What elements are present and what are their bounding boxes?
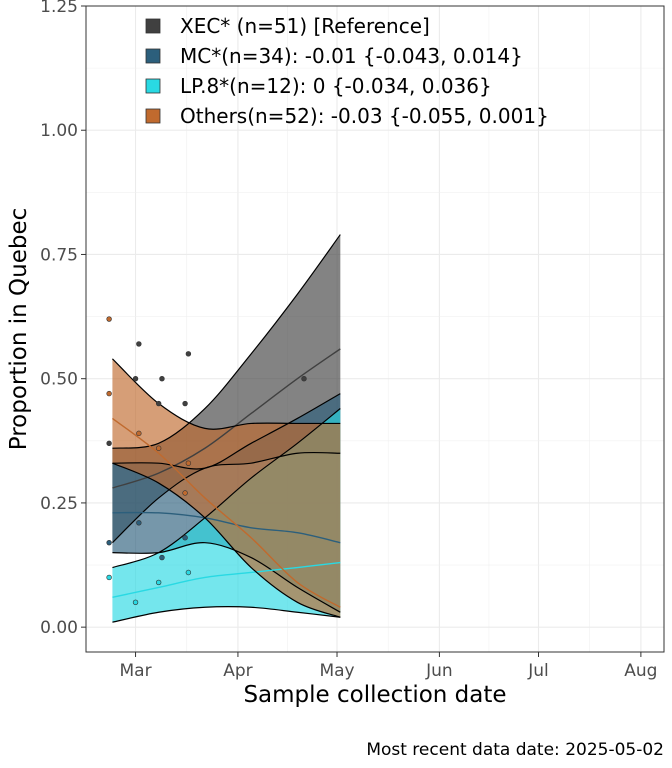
data-point	[132, 599, 139, 606]
y-tick-label: 0.75	[40, 245, 78, 265]
series-line-2	[112, 511, 341, 544]
lower-bound-line-1	[112, 451, 341, 544]
y-tick-label: 0.50	[40, 370, 78, 390]
x-tick-label: Aug	[624, 661, 657, 681]
data-point	[136, 341, 142, 347]
legend-label-2: MC*(n=34): -0.01 {-0.043, 0.014}	[180, 44, 523, 68]
data-point	[182, 400, 188, 407]
upper-bound-line-1	[112, 234, 341, 449]
data-point	[182, 535, 188, 541]
legend-label-3: LP.8*(n=12): 0 {-0.034, 0.036}	[180, 74, 492, 98]
x-tick-label: Apr	[223, 661, 252, 681]
observation-points	[106, 316, 307, 606]
upper-bound-line-4	[112, 358, 341, 430]
legend-label-1: XEC* (n=51) [Reference]	[180, 14, 430, 38]
plot-frame	[85, 5, 665, 653]
legend-key-1	[145, 18, 161, 34]
data-point	[106, 390, 112, 397]
lower-bound-line-2	[112, 542, 341, 613]
lower-bound-line-3	[112, 606, 341, 623]
y-tick-label: 1.25	[40, 0, 78, 17]
data-point	[106, 316, 112, 322]
series-line-4	[111, 417, 341, 608]
x-tick-label: Jun	[425, 661, 453, 681]
data-point	[136, 520, 142, 526]
data-point	[159, 375, 165, 382]
data-point	[182, 490, 188, 496]
data-point	[159, 554, 165, 561]
data-point	[132, 375, 139, 382]
chart-caption: Most recent data date: 2025-05-02	[366, 740, 664, 760]
data-point	[106, 440, 112, 446]
data-point	[155, 579, 162, 586]
legend: XEC* (n=51) [Reference] MC*(n=34): -0.01 …	[145, 14, 549, 128]
y-tick-label: 1.00	[40, 121, 78, 141]
x-tick-label: May	[319, 661, 354, 681]
y-tick-label: 0.25	[40, 494, 78, 514]
data-point	[136, 430, 142, 437]
legend-key-3	[145, 78, 161, 94]
data-point	[106, 574, 112, 581]
data-point	[185, 569, 192, 576]
upper-bound-line-2	[112, 393, 341, 470]
y-tick-label: 0.00	[40, 618, 78, 638]
data-point	[155, 400, 162, 407]
data-point	[185, 460, 192, 466]
series-line-1	[112, 348, 341, 489]
legend-key-2	[145, 48, 161, 64]
series-lines	[111, 234, 341, 623]
y-axis-label: Proportion in Quebec	[6, 208, 32, 451]
data-point	[301, 375, 307, 382]
data-point	[185, 351, 192, 357]
lower-bound-line-4	[112, 462, 341, 618]
x-axis-label: Sample collection date	[243, 682, 506, 708]
data-point	[155, 445, 162, 451]
legend-label-4: Others(n=52): -0.03 {-0.055, 0.001}	[180, 104, 549, 128]
x-tick-label: Mar	[120, 661, 152, 681]
data-point	[106, 539, 112, 546]
legend-key-4	[145, 108, 161, 124]
series-line-3	[112, 561, 341, 599]
upper-bound-line-3	[112, 408, 341, 569]
axis-ticks: Mar Apr May Jun Jul Aug 0.00 0.25 0.50 0.75 1.00 1.…	[40, 0, 657, 681]
x-tick-label: Jul	[527, 661, 549, 681]
